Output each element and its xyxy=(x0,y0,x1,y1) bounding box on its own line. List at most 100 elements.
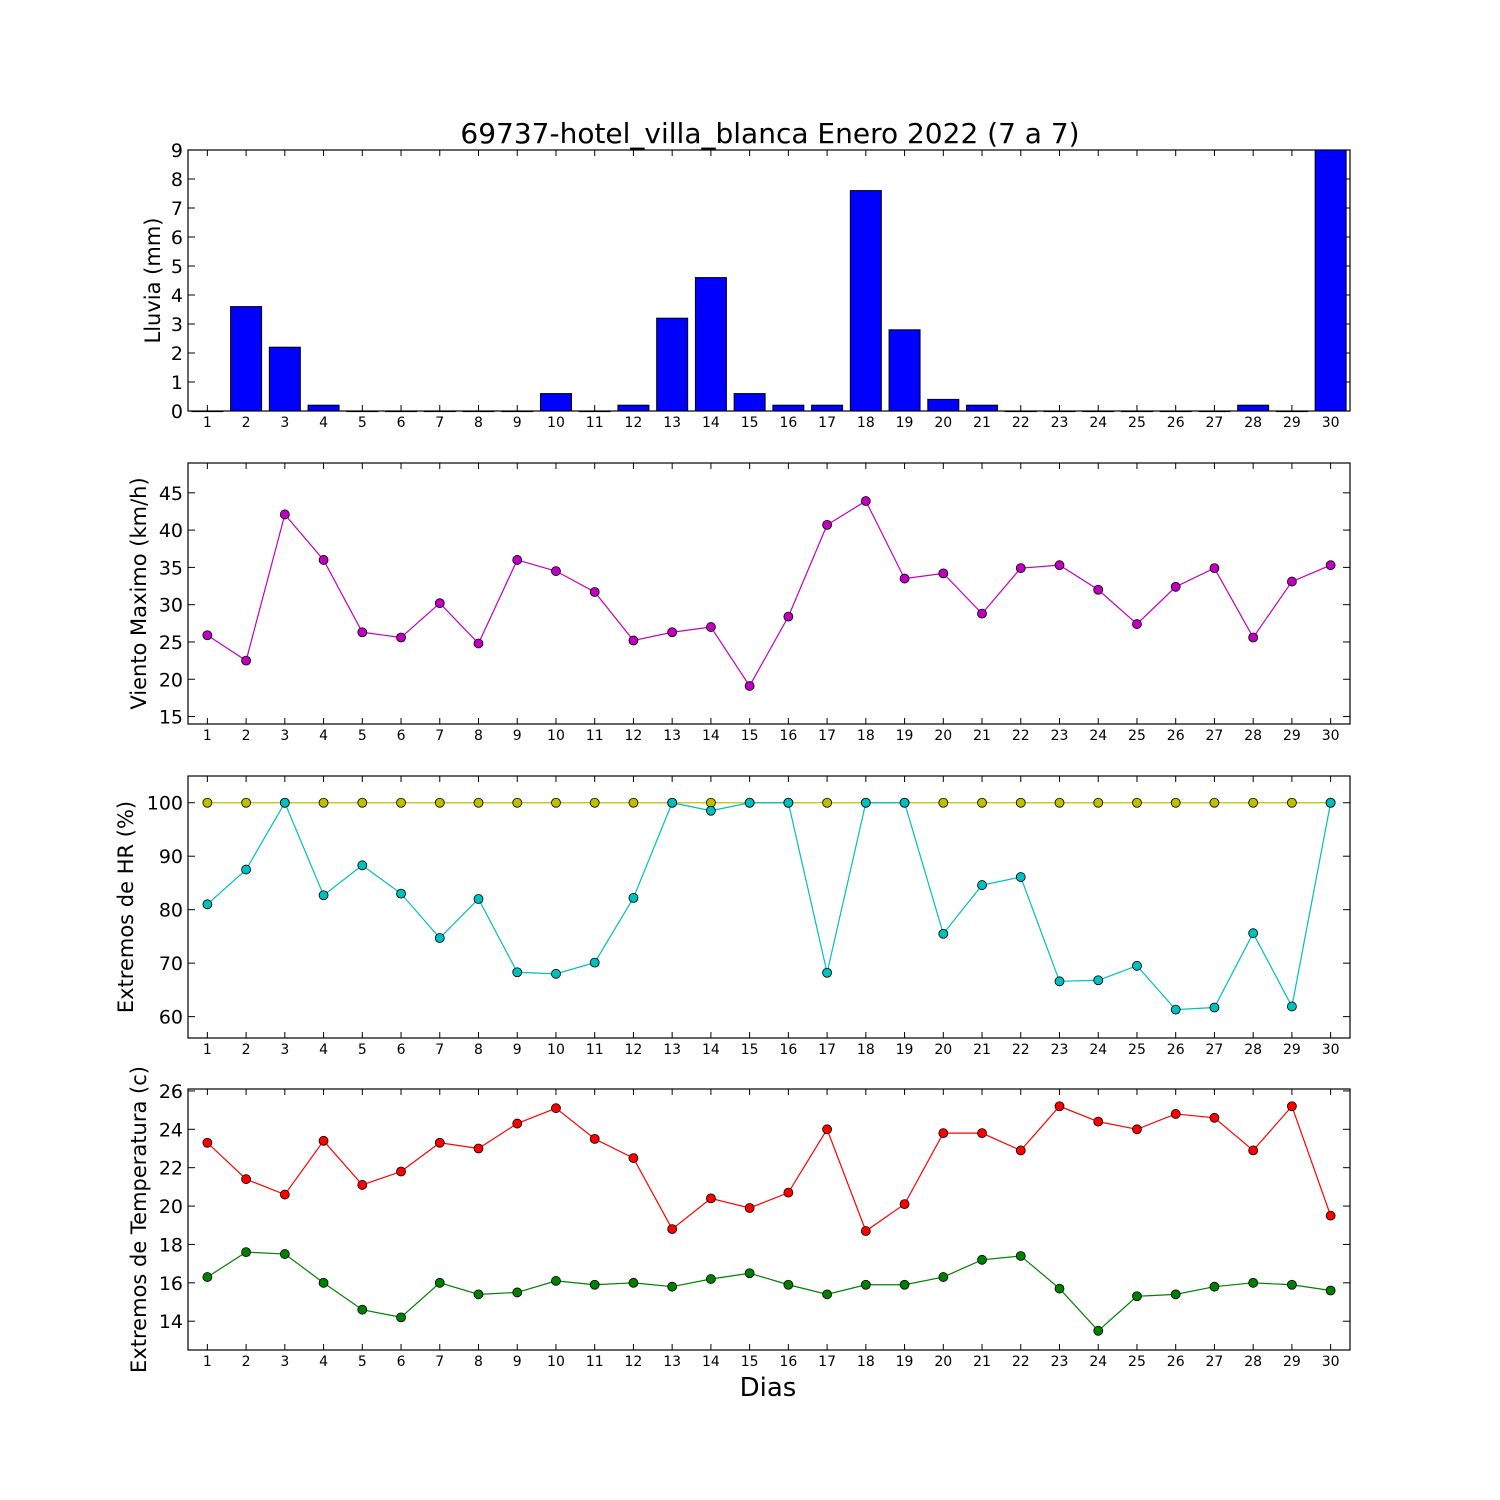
series-point-1 xyxy=(628,1277,639,1288)
x-tick-label: 13 xyxy=(663,1042,681,1058)
rain-bar xyxy=(694,277,727,412)
series-point-1 xyxy=(318,890,329,901)
series-point-1 xyxy=(822,1289,832,1300)
x-axis-label: Dias xyxy=(740,1373,797,1403)
x-tick-label: 28 xyxy=(1244,1042,1262,1058)
x-tick-label: 30 xyxy=(1322,415,1340,431)
x-tick-label: 14 xyxy=(702,1354,720,1370)
x-tick-label: 10 xyxy=(547,728,565,744)
x-tick-label: 9 xyxy=(513,1354,522,1370)
rain-bar xyxy=(385,410,418,413)
y-tick-label: 8 xyxy=(171,169,183,191)
y-tick-label: 40 xyxy=(159,520,183,542)
series-point-1 xyxy=(938,1272,949,1282)
series-point-0 xyxy=(512,797,523,808)
series-point-1 xyxy=(1209,1002,1220,1013)
series-point-0 xyxy=(241,1174,252,1185)
plot-frame xyxy=(187,149,1351,412)
series-point-0 xyxy=(1209,563,1220,574)
x-tick-label: 4 xyxy=(319,1042,328,1058)
x-tick-label: 22 xyxy=(1012,415,1030,431)
x-tick-label: 1 xyxy=(203,1354,212,1370)
rain-bar xyxy=(1314,149,1347,412)
y-tick-label: 35 xyxy=(159,557,183,579)
series-point-0 xyxy=(1054,797,1065,808)
rain-bar xyxy=(462,410,495,413)
x-tick-label: 12 xyxy=(625,728,643,744)
series-point-1 xyxy=(1170,1289,1181,1300)
series-point-0 xyxy=(822,1124,832,1135)
series-point-1 xyxy=(706,1274,716,1284)
y-tick-label: 4 xyxy=(171,285,183,307)
x-tick-label: 24 xyxy=(1089,1354,1107,1370)
series-point-1 xyxy=(977,880,987,890)
x-tick-label: 6 xyxy=(397,728,406,744)
x-tick-label: 29 xyxy=(1283,1354,1301,1370)
rain-bar xyxy=(1275,410,1308,413)
series-point-1 xyxy=(512,1287,523,1298)
x-tick-label: 29 xyxy=(1283,728,1301,744)
series-point-1 xyxy=(512,967,523,978)
series-point-0 xyxy=(1093,1116,1104,1127)
x-tick-label: 9 xyxy=(513,1042,522,1058)
series-point-1 xyxy=(1132,960,1142,971)
x-tick-label: 3 xyxy=(280,728,289,744)
x-tick-label: 8 xyxy=(474,728,483,744)
y-axis-label: Extremos de Temperatura (c) xyxy=(127,1066,151,1373)
series-point-0 xyxy=(1170,797,1181,808)
series-point-0 xyxy=(512,1118,523,1129)
series-point-0 xyxy=(241,655,252,666)
series-point-0 xyxy=(318,1135,329,1146)
x-tick-label: 25 xyxy=(1128,728,1146,744)
y-tick-label: 0 xyxy=(171,401,183,423)
x-tick-label: 17 xyxy=(818,728,836,744)
x-tick-label: 8 xyxy=(474,1354,483,1370)
series-point-1 xyxy=(396,1312,406,1323)
series-point-1 xyxy=(860,1279,871,1290)
series-point-1 xyxy=(783,1279,794,1290)
series-point-0 xyxy=(473,638,484,649)
series-point-0 xyxy=(899,1199,910,1210)
series-point-0 xyxy=(706,1193,716,1204)
series-point-0 xyxy=(357,1180,368,1190)
series-point-0 xyxy=(1170,581,1181,592)
x-tick-label: 7 xyxy=(435,415,444,431)
series-point-0 xyxy=(1325,560,1336,571)
plot-frame xyxy=(187,462,1351,725)
series-point-0 xyxy=(396,797,406,808)
x-tick-label: 23 xyxy=(1051,1354,1069,1370)
y-tick-label: 6 xyxy=(171,227,183,249)
x-tick-label: 9 xyxy=(513,728,522,744)
x-tick-label: 16 xyxy=(779,1354,797,1370)
x-tick-label: 5 xyxy=(358,728,367,744)
series-point-1 xyxy=(357,860,368,871)
series-point-1 xyxy=(1093,975,1104,986)
rain-bar xyxy=(849,190,882,412)
x-tick-label: 15 xyxy=(741,415,759,431)
series-point-0 xyxy=(279,509,290,520)
series-point-0 xyxy=(1248,632,1259,643)
x-tick-label: 23 xyxy=(1051,728,1069,744)
x-tick-label: 17 xyxy=(818,1042,836,1058)
series-point-0 xyxy=(551,566,561,577)
x-tick-label: 23 xyxy=(1051,1042,1069,1058)
series-point-0 xyxy=(512,555,523,565)
y-tick-label: 24 xyxy=(159,1119,183,1141)
series-point-1 xyxy=(202,1272,213,1282)
x-tick-label: 6 xyxy=(397,1042,406,1058)
series-line-0 xyxy=(207,500,1331,688)
series-point-0 xyxy=(202,1137,213,1148)
x-tick-label: 16 xyxy=(779,1042,797,1058)
rain-bar xyxy=(656,317,689,412)
rain-bar xyxy=(888,329,921,412)
series-point-0 xyxy=(1170,1109,1181,1119)
series-point-0 xyxy=(667,627,678,638)
series-point-0 xyxy=(1287,1101,1297,1112)
series-point-0 xyxy=(977,797,987,808)
series-point-0 xyxy=(977,608,987,619)
x-tick-label: 24 xyxy=(1089,728,1107,744)
y-axis-label: Lluvia (mm) xyxy=(141,218,165,344)
x-tick-label: 12 xyxy=(625,1042,643,1058)
x-tick-label: 18 xyxy=(857,415,875,431)
